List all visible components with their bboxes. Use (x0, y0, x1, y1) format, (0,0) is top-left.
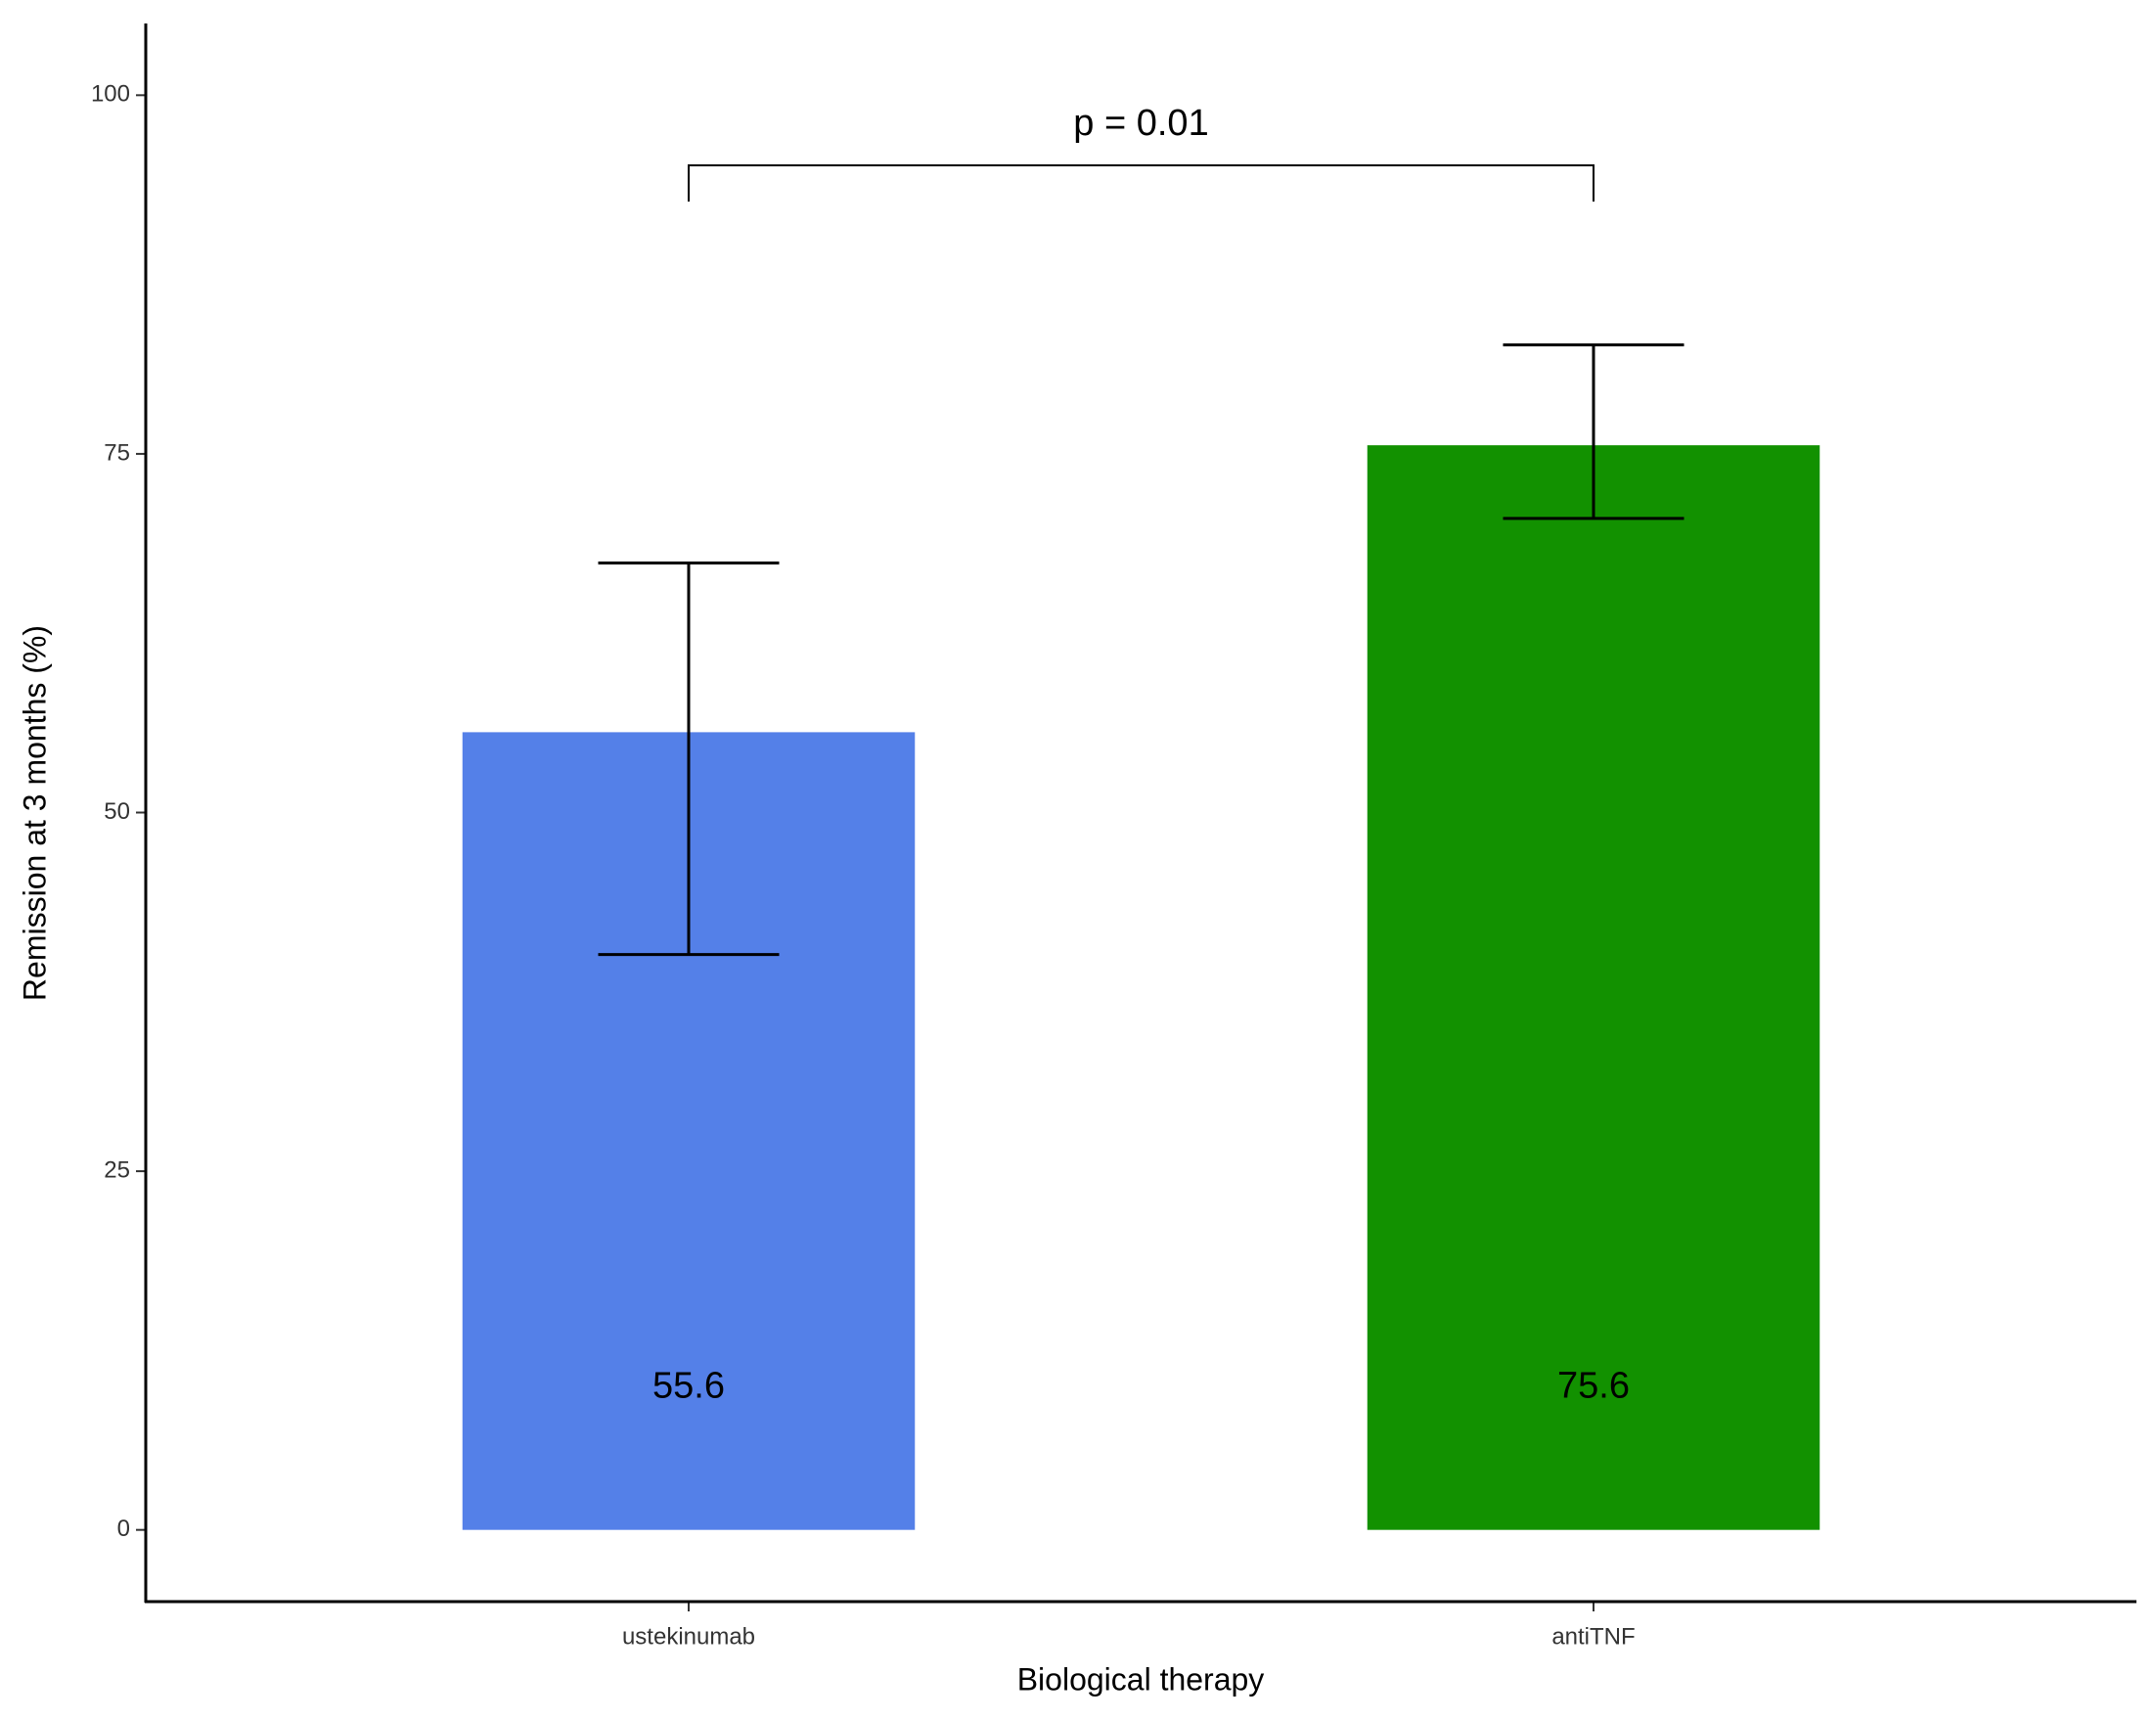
error-bar (598, 561, 780, 957)
significance-bracket (688, 164, 1595, 202)
error-bar (1503, 342, 1684, 521)
y-axis-title: Remission at 3 months (%) (17, 625, 52, 1001)
x-tick-label: ustekinumab (622, 1623, 755, 1650)
x-tick-label: antiTNF (1551, 1623, 1635, 1650)
value-label: 55.6 (652, 1366, 725, 1407)
annotation: p = 0.01 (1073, 103, 1208, 144)
bar (1367, 445, 1820, 1530)
y-tick-label: 100 (91, 81, 130, 108)
y-tick-label: 25 (104, 1156, 130, 1183)
y-tick-label: 50 (104, 798, 130, 825)
value-label: 75.6 (1557, 1366, 1630, 1407)
x-axis-title: Biological therapy (1017, 1661, 1265, 1697)
y-tick-label: 0 (117, 1516, 130, 1542)
y-tick-label: 75 (104, 439, 130, 466)
